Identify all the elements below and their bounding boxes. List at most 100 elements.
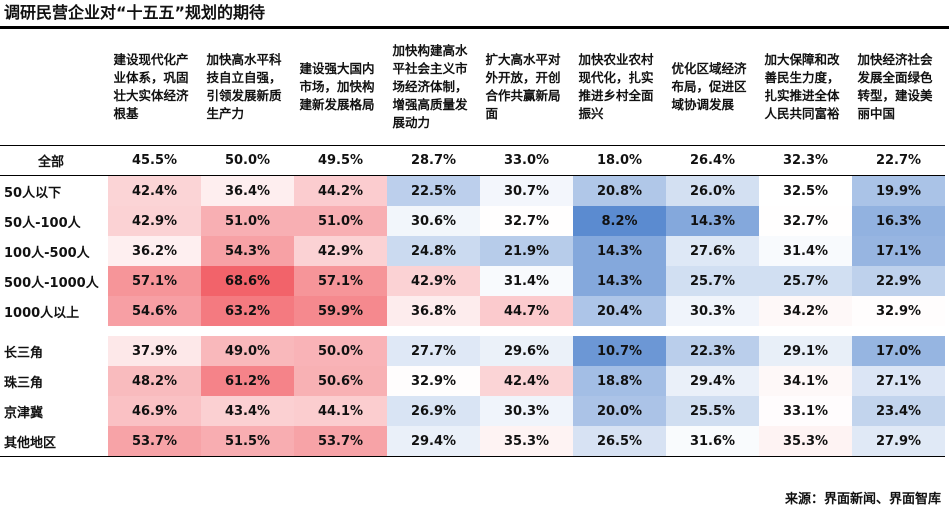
header-corner bbox=[0, 29, 108, 146]
heat-cell: 36.4% bbox=[201, 175, 294, 206]
heat-cell: 30.3% bbox=[480, 396, 573, 426]
heat-cell: 46.9% bbox=[108, 396, 201, 426]
column-header-label: 建设强大国内市场，加快构建新发展格局 bbox=[299, 61, 375, 112]
heat-cell: 34.1% bbox=[759, 366, 852, 396]
heat-cell: 22.9% bbox=[852, 266, 945, 296]
heat-cell: 19.9% bbox=[852, 175, 945, 206]
heatmap-table: 建设现代化产业体系，巩固壮大实体经济根基 加快高水平科技自立自强，引领发展新质生产… bbox=[0, 29, 945, 457]
heat-cell: 33.1% bbox=[759, 396, 852, 426]
heat-cell: 32.7% bbox=[759, 206, 852, 236]
heat-cell: 54.6% bbox=[108, 296, 201, 326]
heat-cell: 53.7% bbox=[108, 426, 201, 457]
table-row: 长三角 37.9% 49.0% 50.0% 27.7% 29.6% 10.7% 22.3% 29… bbox=[0, 336, 945, 366]
heat-cell: 53.7% bbox=[294, 426, 387, 457]
total-cell: 32.3% bbox=[759, 145, 852, 176]
total-cell: 28.7% bbox=[387, 145, 480, 176]
column-header-label: 加快高水平科技自立自强，引领发展新质生产力 bbox=[206, 52, 282, 121]
heat-cell: 26.5% bbox=[573, 426, 666, 457]
column-header: 加快构建高水平社会主义市场经济体制，增强高质量发展动力 bbox=[387, 29, 480, 146]
heat-cell: 59.9% bbox=[294, 296, 387, 326]
column-header-label: 加快经济社会发展全面绿色转型，建设美丽中国 bbox=[857, 52, 933, 121]
heat-cell: 22.3% bbox=[666, 336, 759, 366]
separator-cell bbox=[0, 326, 945, 336]
heat-cell: 25.7% bbox=[759, 266, 852, 296]
heat-cell: 42.9% bbox=[294, 236, 387, 266]
heat-cell: 18.8% bbox=[573, 366, 666, 396]
column-header: 扩大高水平对外开放，开创合作共赢新局面 bbox=[480, 29, 573, 146]
column-header: 建设强大国内市场，加快构建新发展格局 bbox=[294, 29, 387, 146]
heat-cell: 42.4% bbox=[480, 366, 573, 396]
total-cell: 49.5% bbox=[294, 145, 387, 176]
heat-cell: 27.6% bbox=[666, 236, 759, 266]
heat-cell: 21.9% bbox=[480, 236, 573, 266]
heat-cell: 30.6% bbox=[387, 206, 480, 236]
total-cell: 18.0% bbox=[573, 145, 666, 176]
column-header: 加快高水平科技自立自强，引领发展新质生产力 bbox=[201, 29, 294, 146]
heat-cell: 17.1% bbox=[852, 236, 945, 266]
heat-cell: 51.0% bbox=[294, 206, 387, 236]
row-label: 其他地区 bbox=[0, 426, 108, 457]
heat-cell: 44.1% bbox=[294, 396, 387, 426]
total-cell: 45.5% bbox=[108, 145, 201, 176]
heat-cell: 31.4% bbox=[759, 236, 852, 266]
heat-cell: 68.6% bbox=[201, 266, 294, 296]
heat-cell: 20.8% bbox=[573, 175, 666, 206]
table-row: 50人-100人 42.9% 51.0% 51.0% 30.6% 32.7% 8.2% 14.… bbox=[0, 206, 945, 236]
heat-cell: 36.8% bbox=[387, 296, 480, 326]
heat-cell: 57.1% bbox=[294, 266, 387, 296]
heat-cell: 17.0% bbox=[852, 336, 945, 366]
heat-cell: 42.9% bbox=[108, 206, 201, 236]
table-row: 50人以下 42.4% 36.4% 44.2% 22.5% 30.7% 20.8% 26.0%… bbox=[0, 175, 945, 206]
heat-cell: 30.3% bbox=[666, 296, 759, 326]
heat-cell: 20.4% bbox=[573, 296, 666, 326]
heat-cell: 14.3% bbox=[666, 206, 759, 236]
table-row: 500人-1000人 57.1% 68.6% 57.1% 42.9% 31.4% 14.3%… bbox=[0, 266, 945, 296]
heat-cell: 26.9% bbox=[387, 396, 480, 426]
heat-cell: 29.4% bbox=[387, 426, 480, 457]
row-label: 50人以下 bbox=[4, 185, 62, 201]
heat-cell: 54.3% bbox=[201, 236, 294, 266]
table-row: 珠三角 48.2% 61.2% 50.6% 32.9% 42.4% 18.8% 29.4% 34… bbox=[0, 366, 945, 396]
heat-cell: 14.3% bbox=[573, 236, 666, 266]
column-header-label: 加快农业农村现代化，扎实推进乡村全面振兴 bbox=[578, 52, 654, 121]
row-label: 京津冀 bbox=[4, 405, 44, 421]
column-header-label: 优化区域经济布局，促进区域协调发展 bbox=[671, 61, 747, 112]
column-header: 加大保障和改善民生力度，扎实推进全体人民共同富裕 bbox=[759, 29, 852, 146]
heat-cell: 29.6% bbox=[480, 336, 573, 366]
total-cell: 22.7% bbox=[852, 145, 945, 176]
row-label: 100人-500人 bbox=[4, 245, 90, 261]
row-label: 长三角 bbox=[4, 345, 44, 361]
heat-cell: 26.0% bbox=[666, 175, 759, 206]
heat-cell: 44.2% bbox=[294, 175, 387, 206]
heat-cell: 25.5% bbox=[666, 396, 759, 426]
column-header: 加快农业农村现代化，扎实推进乡村全面振兴 bbox=[573, 29, 666, 146]
heat-cell: 43.4% bbox=[201, 396, 294, 426]
table-row: 京津冀 46.9% 43.4% 44.1% 26.9% 30.3% 20.0% 25.5% 33… bbox=[0, 396, 945, 426]
heat-cell: 10.7% bbox=[573, 336, 666, 366]
heat-cell: 35.3% bbox=[480, 426, 573, 457]
heat-cell: 23.4% bbox=[852, 396, 945, 426]
heat-cell: 32.7% bbox=[480, 206, 573, 236]
heat-cell: 49.0% bbox=[201, 336, 294, 366]
heat-cell: 8.2% bbox=[573, 206, 666, 236]
group-separator bbox=[0, 326, 945, 336]
heat-cell: 14.3% bbox=[573, 266, 666, 296]
column-header: 加快经济社会发展全面绿色转型，建设美丽中国 bbox=[852, 29, 945, 146]
heat-cell: 27.1% bbox=[852, 366, 945, 396]
table-row: 其他地区 53.7% 51.5% 53.7% 29.4% 35.3% 26.5% 31.6% 3… bbox=[0, 426, 945, 457]
heat-cell: 16.3% bbox=[852, 206, 945, 236]
heat-cell: 29.1% bbox=[759, 336, 852, 366]
heat-cell: 51.0% bbox=[201, 206, 294, 236]
column-header-label: 建设现代化产业体系，巩固壮大实体经济根基 bbox=[113, 52, 189, 121]
heat-cell: 32.9% bbox=[387, 366, 480, 396]
heat-cell: 29.4% bbox=[666, 366, 759, 396]
heat-cell: 42.4% bbox=[108, 175, 201, 206]
heat-cell: 20.0% bbox=[573, 396, 666, 426]
heat-cell: 44.7% bbox=[480, 296, 573, 326]
source-note: 来源：界面新闻、界面智库 bbox=[784, 492, 941, 507]
column-header: 建设现代化产业体系，巩固壮大实体经济根基 bbox=[108, 29, 201, 146]
table-row: 1000人以上 54.6% 63.2% 59.9% 36.8% 44.7% 20.4% 30.… bbox=[0, 296, 945, 326]
column-header-label: 加快构建高水平社会主义市场经济体制，增强高质量发展动力 bbox=[392, 43, 468, 130]
heat-cell: 61.2% bbox=[201, 366, 294, 396]
